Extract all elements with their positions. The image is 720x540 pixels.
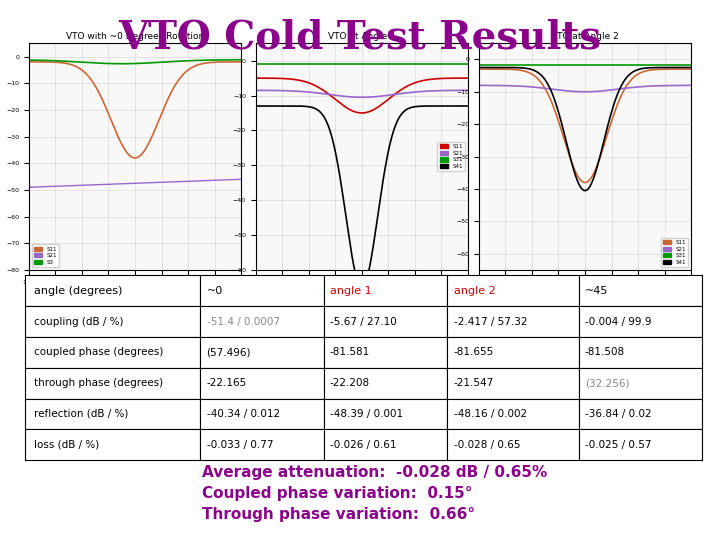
Text: through phase (degrees): through phase (degrees): [34, 378, 163, 388]
Text: coupled phase (degrees): coupled phase (degrees): [34, 347, 163, 357]
Text: -48.16 / 0.002: -48.16 / 0.002: [454, 409, 527, 419]
Text: -0.028 / 0.65: -0.028 / 0.65: [454, 440, 521, 450]
Text: -22.165: -22.165: [207, 378, 247, 388]
Text: -81.655: -81.655: [454, 347, 494, 357]
Legend: S11, S21, S31, S41: S11, S21, S31, S41: [661, 238, 688, 267]
Text: -22.208: -22.208: [330, 378, 370, 388]
Text: angle (degrees): angle (degrees): [34, 286, 122, 296]
Text: ~45: ~45: [585, 286, 608, 296]
Text: coupling (dB / %): coupling (dB / %): [34, 316, 123, 327]
Text: angle 1: angle 1: [330, 286, 372, 296]
Legend: S11, S21, S31, S41: S11, S21, S31, S41: [438, 142, 465, 171]
Title: VTO at Angle 2: VTO at Angle 2: [551, 32, 619, 41]
Text: -81.581: -81.581: [330, 347, 370, 357]
Text: -51.4 / 0.0007: -51.4 / 0.0007: [207, 316, 279, 327]
Text: -5.67 / 27.10: -5.67 / 27.10: [330, 316, 397, 327]
Text: -21.547: -21.547: [454, 378, 494, 388]
X-axis label: Frequency (GHz): Frequency (GHz): [333, 291, 391, 297]
Text: Through phase variation:  0.66°: Through phase variation: 0.66°: [202, 507, 474, 522]
Text: loss (dB / %): loss (dB / %): [34, 440, 99, 450]
Title: VTO with ~0 Degrees Rotation: VTO with ~0 Degrees Rotation: [66, 32, 204, 41]
Text: -81.508: -81.508: [585, 347, 625, 357]
X-axis label: Frequency (GHz): Frequency (GHz): [556, 291, 614, 297]
Text: Average attenuation:  -0.028 dB / 0.65%: Average attenuation: -0.028 dB / 0.65%: [202, 465, 547, 481]
Title: VTO at Angle 1: VTO at Angle 1: [328, 32, 396, 41]
Text: (57.496): (57.496): [207, 347, 251, 357]
Text: -0.026 / 0.61: -0.026 / 0.61: [330, 440, 397, 450]
Text: angle 2: angle 2: [454, 286, 495, 296]
Text: Coupled phase variation:  0.15°: Coupled phase variation: 0.15°: [202, 486, 472, 501]
Text: (32.256): (32.256): [585, 378, 629, 388]
Text: VTO Cold Test Results: VTO Cold Test Results: [118, 19, 602, 57]
Text: -0.004 / 99.9: -0.004 / 99.9: [585, 316, 652, 327]
Text: -0.025 / 0.57: -0.025 / 0.57: [585, 440, 652, 450]
Text: reflection (dB / %): reflection (dB / %): [34, 409, 128, 419]
Text: ~0: ~0: [207, 286, 222, 296]
X-axis label: Frequency (GHz): Frequency (GHz): [106, 291, 164, 297]
Text: -36.84 / 0.02: -36.84 / 0.02: [585, 409, 652, 419]
Text: -0.033 / 0.77: -0.033 / 0.77: [207, 440, 273, 450]
Legend: S11, S21, S3: S11, S21, S3: [32, 244, 59, 267]
Text: -48.39 / 0.001: -48.39 / 0.001: [330, 409, 403, 419]
Text: -40.34 / 0.012: -40.34 / 0.012: [207, 409, 279, 419]
Text: -2.417 / 57.32: -2.417 / 57.32: [454, 316, 527, 327]
